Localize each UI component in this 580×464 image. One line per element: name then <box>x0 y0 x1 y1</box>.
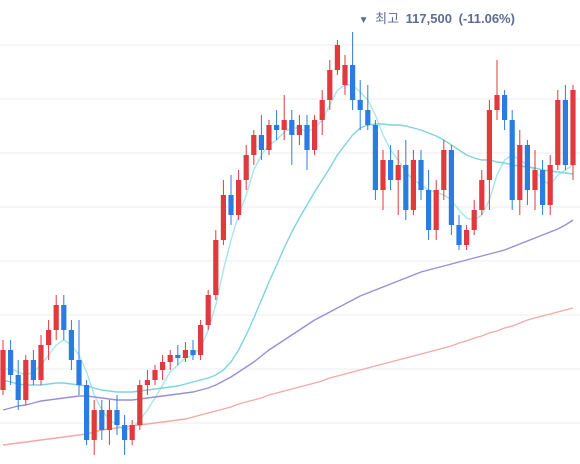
candles <box>0 32 576 455</box>
candle-body <box>388 160 394 180</box>
candle-body <box>517 145 523 200</box>
candle-body <box>570 90 576 165</box>
candle-body <box>281 120 287 130</box>
candle-body <box>114 410 120 425</box>
candle-body <box>30 360 36 380</box>
candle-body <box>91 410 97 440</box>
candle-body <box>251 135 257 155</box>
candle-body <box>464 230 470 245</box>
candle-body <box>84 385 90 440</box>
candle-body <box>106 410 112 430</box>
candle-body <box>479 180 485 210</box>
candle-body <box>99 410 105 430</box>
candle-body <box>137 385 143 425</box>
candle-body <box>372 125 378 190</box>
candle-body <box>418 160 424 190</box>
candle-body <box>296 125 302 135</box>
annotation-change: (-11.06%) <box>459 11 515 26</box>
candle-body <box>228 195 234 215</box>
candle-body <box>258 135 264 150</box>
moving-averages <box>2 84 574 446</box>
candle-body <box>471 210 477 230</box>
candle-body <box>403 165 409 210</box>
candle-body <box>365 110 371 125</box>
moving-average-line <box>2 219 574 411</box>
candle-body <box>68 330 74 360</box>
moving-average-line <box>2 84 574 431</box>
candle-body <box>486 110 492 180</box>
candle-body <box>23 360 29 400</box>
candle-body <box>213 240 219 295</box>
candle-body <box>540 170 546 205</box>
candle-body <box>441 150 447 190</box>
annotation-value: 117,500 <box>406 11 452 26</box>
candle-body <box>334 45 340 70</box>
candle-body <box>236 180 242 215</box>
candle-body <box>160 362 166 370</box>
candle-body <box>494 95 500 110</box>
moving-average-line <box>2 307 574 446</box>
candle-body <box>312 120 318 150</box>
candle-body <box>144 380 150 385</box>
candle-body <box>327 70 333 100</box>
candle-body <box>456 225 462 245</box>
candle-body <box>182 350 188 358</box>
candle-body <box>395 165 401 180</box>
annotation-label: 최고 <box>375 11 399 26</box>
candle-body <box>433 190 439 230</box>
candle-body <box>0 350 6 390</box>
candle-body <box>122 425 128 440</box>
candle-body <box>175 355 181 358</box>
candle-body <box>342 65 348 85</box>
candle-body <box>220 195 226 240</box>
moving-average-line <box>2 123 574 393</box>
candle-body <box>562 100 568 165</box>
candle-body <box>380 160 386 190</box>
annotation-marker: ▼ <box>359 15 369 26</box>
candle-body <box>53 305 59 330</box>
candle-body <box>274 125 280 130</box>
candle-body <box>8 350 14 375</box>
candle-body <box>357 100 363 110</box>
candle-body <box>15 375 21 400</box>
candle-body <box>532 170 538 190</box>
candle-body <box>524 145 530 190</box>
candle-body <box>243 155 249 180</box>
candle-body <box>190 350 196 355</box>
candle-body <box>448 150 454 225</box>
candle-body <box>38 345 44 380</box>
candle-body <box>152 370 158 380</box>
high-annotation: ▼ 최고 117,500 (-11.06%) <box>359 11 515 26</box>
candle-body <box>350 65 356 100</box>
candle-body <box>509 120 515 200</box>
candle-body <box>76 360 82 385</box>
candle-body <box>198 325 204 355</box>
candle-body <box>319 100 325 120</box>
candle-body <box>167 355 173 362</box>
candle-body <box>555 100 561 165</box>
candle-body <box>61 305 67 330</box>
candle-body <box>129 425 135 440</box>
candle-body <box>304 125 310 150</box>
candle-body <box>547 165 553 205</box>
grid <box>0 44 580 424</box>
candle-body <box>46 330 52 345</box>
candle-body <box>410 160 416 210</box>
candle-body <box>289 120 295 135</box>
candle-body <box>426 190 432 230</box>
candle-body <box>205 295 211 325</box>
candle-body <box>266 125 272 150</box>
candle-body <box>502 95 508 120</box>
